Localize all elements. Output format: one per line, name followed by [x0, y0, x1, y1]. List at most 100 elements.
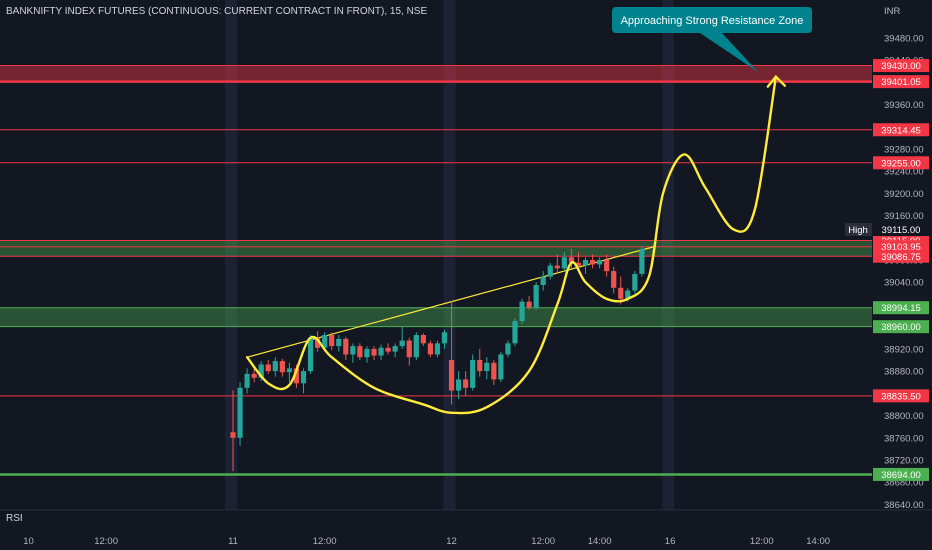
candle: [561, 251, 567, 272]
currency-label: INR: [884, 6, 901, 17]
candle-body: [286, 368, 292, 373]
high-tag: High 39115.00: [845, 223, 929, 236]
candle: [237, 382, 243, 447]
candle: [547, 262, 553, 280]
candle: [230, 390, 236, 472]
candle: [597, 257, 603, 269]
candle-body: [456, 379, 462, 391]
price-tag-box: [873, 467, 929, 481]
candle: [568, 248, 574, 269]
rsi-label: RSI: [6, 513, 23, 524]
high-tag-value-box: [873, 223, 929, 236]
candle: [378, 344, 384, 360]
time-axis-background: [0, 530, 932, 550]
candle-body: [512, 321, 518, 344]
callout-text: Approaching Strong Resistance Zone: [621, 15, 804, 27]
cup-and-handle-curve: [245, 75, 778, 415]
y-tick-label: 39480.00: [884, 33, 924, 44]
x-tick-label: 12:00: [750, 536, 774, 547]
candle: [526, 296, 532, 310]
y-tick-label: 38800.00: [884, 411, 924, 422]
price-tag-value: 38694.00: [881, 470, 921, 481]
candle: [498, 351, 504, 383]
candle: [420, 333, 426, 347]
candle-body: [385, 347, 391, 352]
candle-body: [300, 371, 307, 384]
candle-body: [350, 346, 356, 355]
candle-body: [441, 332, 448, 344]
high-tag-box: [845, 223, 872, 236]
candle-body: [589, 260, 596, 265]
x-tick-label: 14:00: [588, 536, 612, 547]
y-tick-label: 38760.00: [884, 433, 924, 444]
candle: [265, 360, 271, 374]
candle-body: [336, 338, 342, 347]
price-tag: 38960.00: [873, 320, 929, 334]
candle-body: [575, 262, 582, 266]
candle: [392, 343, 398, 358]
candle-body: [329, 335, 335, 347]
y-tick-label: 39360.00: [884, 100, 924, 111]
candle-body: [597, 260, 603, 265]
price-tag-value: 39401.05: [881, 77, 921, 88]
candle-body: [491, 362, 497, 380]
candle-body: [279, 361, 285, 373]
price-tag: 39314.45: [873, 123, 929, 137]
candle-body: [632, 273, 638, 291]
x-tick-label: 10: [23, 536, 34, 547]
y-tick-label: 39280.00: [884, 144, 924, 155]
callout-box: [612, 7, 812, 33]
candle: [244, 368, 250, 394]
candle-body: [484, 362, 490, 372]
candle-body: [498, 354, 504, 380]
candle: [604, 254, 610, 277]
price-tag-value: 39086.75: [881, 252, 921, 263]
candle: [399, 326, 405, 349]
candle: [554, 254, 560, 274]
price-axis[interactable]: INR 38640.00 38680.00 38720.00 38760.00 3880…: [845, 0, 932, 511]
candle: [519, 298, 525, 324]
price-tag: 38835.50: [873, 389, 929, 403]
candle-body: [533, 285, 539, 308]
y-tick-label: 38680.00: [884, 478, 924, 489]
candle-body: [378, 347, 384, 356]
time-axis[interactable]: 10 12:00 11 12:00 12 12:00 14:00 16 12:00 14:00: [0, 509, 932, 550]
candle-body: [463, 379, 469, 388]
candle: [350, 343, 356, 363]
price-tag: 39086.75: [873, 249, 929, 263]
y-tick-label: 38880.00: [884, 367, 924, 378]
price-tag-box: [873, 59, 929, 73]
candle-body: [399, 340, 405, 347]
price-tags: 39430.00 39401.05 39314.45 39255.00 39115.00…: [873, 59, 929, 481]
candle-body: [427, 343, 433, 355]
price-tag: 39255.00: [873, 156, 929, 170]
session-break-band: [225, 0, 237, 510]
candle-body: [406, 340, 412, 358]
price-tag: 39401.05: [873, 75, 929, 89]
candle-body: [251, 373, 257, 378]
candle: [427, 340, 433, 358]
candle-body: [611, 271, 617, 288]
price-tag-box: [873, 320, 929, 334]
candles[interactable]: [230, 246, 645, 472]
candle-body: [413, 335, 419, 358]
candle: [272, 357, 278, 377]
candle-body: [434, 343, 441, 355]
candle-body: [357, 346, 363, 358]
candle: [477, 348, 483, 377]
candle-body: [420, 335, 426, 344]
x-tick-labels: 10 12:00 11 12:00 12 12:00 14:00 16 12:00 14:00: [23, 536, 830, 547]
callout-pointer: [700, 33, 758, 72]
candle-body: [258, 364, 264, 378]
price-tag-value: 38835.50: [881, 391, 921, 402]
chart-title: BANKNIFTY INDEX FUTURES (CONTINUOUS: CUR…: [6, 6, 427, 17]
price-tag-value: 38960.00: [881, 322, 921, 333]
x-tick-label: 12:00: [313, 536, 337, 547]
candle-body: [540, 276, 546, 285]
y-tick-label: 38920.00: [884, 344, 924, 355]
candle-body: [448, 360, 455, 391]
candle: [300, 368, 307, 394]
arrow-head: [766, 74, 787, 88]
candle-body: [526, 301, 532, 308]
